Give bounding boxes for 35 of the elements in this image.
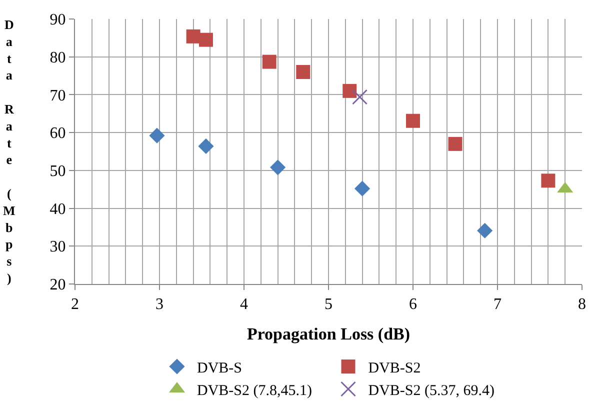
point (262, 54, 276, 69)
point (352, 89, 368, 105)
y-tick-label: 70 (50, 87, 66, 104)
y-tick-label: 50 (50, 163, 66, 180)
point (448, 136, 462, 151)
x-tick-label: 3 (156, 296, 164, 314)
point (270, 160, 286, 176)
legend-label: DVB-S2 (368, 360, 421, 376)
x-tick-label: 2 (71, 296, 79, 314)
point (186, 29, 200, 44)
x-tick-label: 5 (324, 296, 332, 314)
legend-label: DVB-S2 (7.8,45.1) (197, 382, 312, 399)
x-tick-label: 7 (494, 296, 502, 314)
point (296, 65, 310, 79)
point (354, 180, 370, 196)
y-tick-label: 20 (50, 276, 66, 294)
point (149, 128, 165, 144)
point (198, 32, 213, 47)
y-tick-label: 30 (50, 238, 66, 256)
y-tick-label: 90 (50, 12, 66, 29)
point (541, 174, 556, 188)
text: Data Rate (Mbps) (3, 17, 16, 286)
y-tick-label: 80 (50, 49, 66, 66)
y-tick-label: 60 (50, 125, 66, 142)
x-tick-label: 6 (409, 296, 417, 314)
point (342, 84, 357, 98)
point (198, 138, 214, 154)
x-axis-title: Propagation Loss (dB) (246, 324, 410, 344)
point (477, 222, 493, 238)
legend-label: DVB-S (197, 360, 242, 376)
y-tick-label: 40 (50, 200, 66, 218)
x-tick-label: 8 (578, 296, 586, 314)
point (406, 114, 420, 128)
legend-label: DVB-S2 (5.37, 69.4) (368, 382, 495, 399)
x-tick-label: 4 (240, 296, 248, 314)
